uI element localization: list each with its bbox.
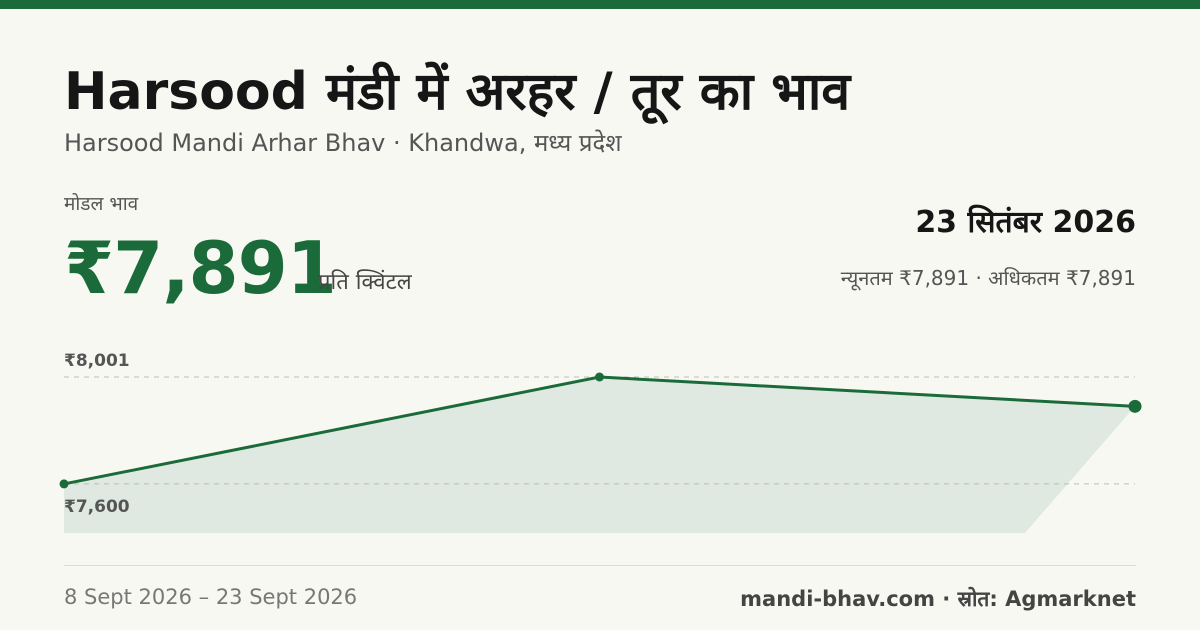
title: Harsood मंडी में अरहर / तूर का भाव — [64, 62, 851, 122]
point — [59, 479, 69, 489]
price-value: ₹7,891 — [64, 226, 337, 310]
divider — [64, 565, 1136, 566]
subtitle: Harsood Mandi Arhar Bhav · Khandwa, मध्य… — [64, 129, 622, 157]
point — [1128, 399, 1142, 413]
top-bar — [0, 0, 1200, 9]
price-date: 23 सितंबर 2026 — [915, 205, 1136, 240]
price-unit: प्रति क्विंटल — [318, 270, 412, 295]
area — [64, 377, 1135, 533]
point — [595, 372, 604, 382]
y-tick-label: ₹7,600 — [64, 497, 130, 517]
date-range: 8 Sept 2026 – 23 Sept 2026 — [64, 585, 358, 609]
price-range: न्यूनतम ₹7,891 · अधिकतम ₹7,891 — [840, 266, 1136, 290]
price-label: मोडल भाव — [64, 193, 139, 215]
source: mandi-bhav.com · स्रोत: Agmarknet — [740, 587, 1136, 611]
y-tick-label: ₹8,001 — [64, 351, 130, 371]
